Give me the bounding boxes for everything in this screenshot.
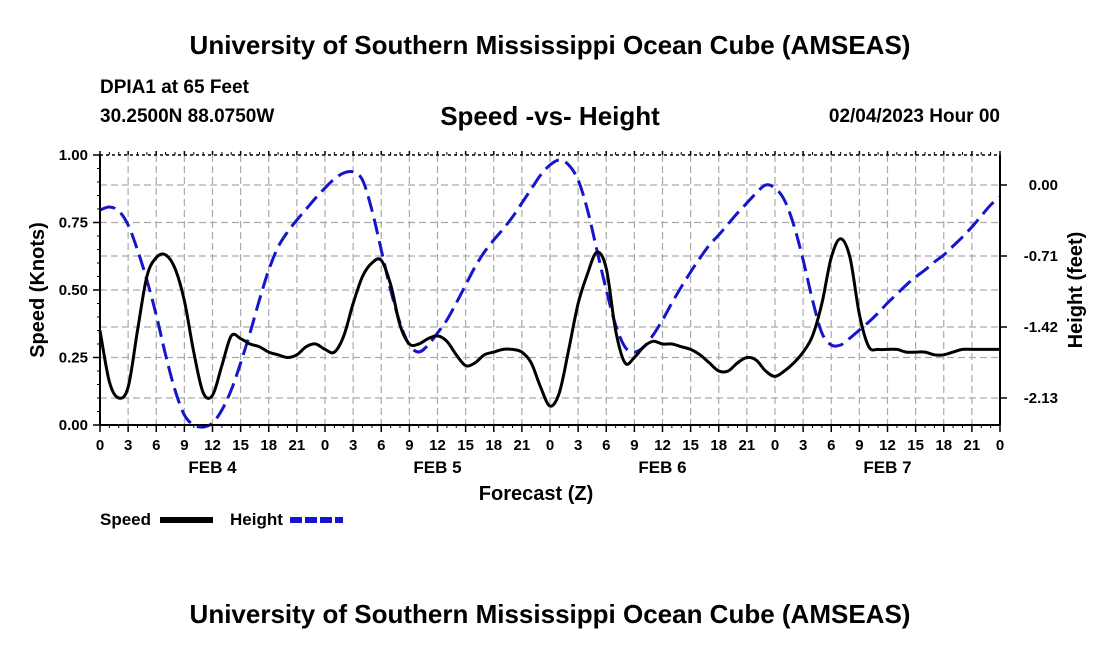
- x-tick-label: 15: [907, 437, 924, 454]
- x-tick-label: 0: [96, 437, 104, 454]
- x-tick-label: 18: [935, 437, 952, 454]
- x-tick-label: 3: [124, 437, 132, 454]
- tick-labels: 0 3 6 9 12 15 18 21 0 3 6 9 12 15 18 21 0 3 6 9 12 15 18 21 0 3 6 9…: [59, 147, 1058, 477]
- legend-height-label: Height: [230, 510, 283, 529]
- day-label: FEB 4: [188, 458, 237, 477]
- x-tick-label: 3: [799, 437, 807, 454]
- bottom-title: University of Southern Mississippi Ocean…: [189, 599, 911, 629]
- x-tick-label: 3: [574, 437, 582, 454]
- day-label: FEB 5: [413, 458, 461, 477]
- x-tick-label: 0: [996, 437, 1004, 454]
- x-tick-label: 15: [682, 437, 699, 454]
- axes: [93, 151, 1007, 432]
- y-tick-label: 0.00: [59, 417, 88, 434]
- x-tick-label: 21: [514, 437, 531, 454]
- x-tick-label: 15: [457, 437, 474, 454]
- legend: Speed Height: [100, 510, 343, 529]
- y2-tick-label: 0.00: [1029, 177, 1058, 194]
- y-tick-label: 1.00: [59, 147, 88, 164]
- chart-title: Speed -vs- Height: [440, 101, 660, 131]
- x-tick-label: 6: [827, 437, 835, 454]
- x-tick-label: 21: [964, 437, 981, 454]
- x-tick-label: 9: [405, 437, 413, 454]
- grid: [100, 155, 1000, 425]
- day-label: FEB 6: [638, 458, 686, 477]
- y2-axis-label: Height (feet): [1065, 232, 1087, 349]
- y-tick-label: 0.25: [59, 350, 88, 367]
- x-tick-label: 9: [630, 437, 638, 454]
- x-tick-label: 0: [546, 437, 554, 454]
- x-tick-label: 12: [429, 437, 446, 454]
- x-tick-label: 12: [879, 437, 896, 454]
- x-tick-label: 18: [710, 437, 727, 454]
- day-label: FEB 7: [863, 458, 911, 477]
- x-axis-label: Forecast (Z): [479, 483, 593, 505]
- y2-tick-label: -0.71: [1024, 248, 1058, 265]
- y-axis-label: Speed (Knots): [27, 222, 49, 358]
- y2-tick-label: -1.42: [1024, 319, 1058, 336]
- speed-series-line: [98, 237, 1000, 408]
- x-tick-label: 6: [377, 437, 385, 454]
- y-tick-label: 0.50: [59, 282, 88, 299]
- main-title: University of Southern Mississippi Ocean…: [189, 30, 911, 60]
- y-tick-label: 0.75: [59, 215, 88, 232]
- x-tick-label: 9: [855, 437, 863, 454]
- x-tick-label: 12: [654, 437, 671, 454]
- x-tick-label: 6: [602, 437, 610, 454]
- x-tick-label: 21: [289, 437, 306, 454]
- series: [98, 158, 1001, 429]
- x-tick-label: 18: [485, 437, 502, 454]
- x-tick-label: 3: [349, 437, 357, 454]
- x-tick-label: 0: [771, 437, 779, 454]
- x-tick-label: 21: [739, 437, 756, 454]
- x-tick-label: 18: [260, 437, 277, 454]
- station-label: DPIA1 at 65 Feet: [100, 77, 249, 98]
- x-tick-label: 0: [321, 437, 329, 454]
- x-tick-label: 6: [152, 437, 160, 454]
- x-tick-label: 9: [180, 437, 188, 454]
- coordinates-label: 30.2500N 88.0750W: [100, 106, 275, 127]
- height-series-line: [99, 158, 1001, 429]
- x-tick-label: 15: [232, 437, 249, 454]
- forecast-date: 02/04/2023 Hour 00: [828, 106, 1000, 127]
- x-tick-label: 12: [204, 437, 221, 454]
- y2-tick-label: -2.13: [1024, 390, 1058, 407]
- legend-speed-label: Speed: [100, 510, 151, 529]
